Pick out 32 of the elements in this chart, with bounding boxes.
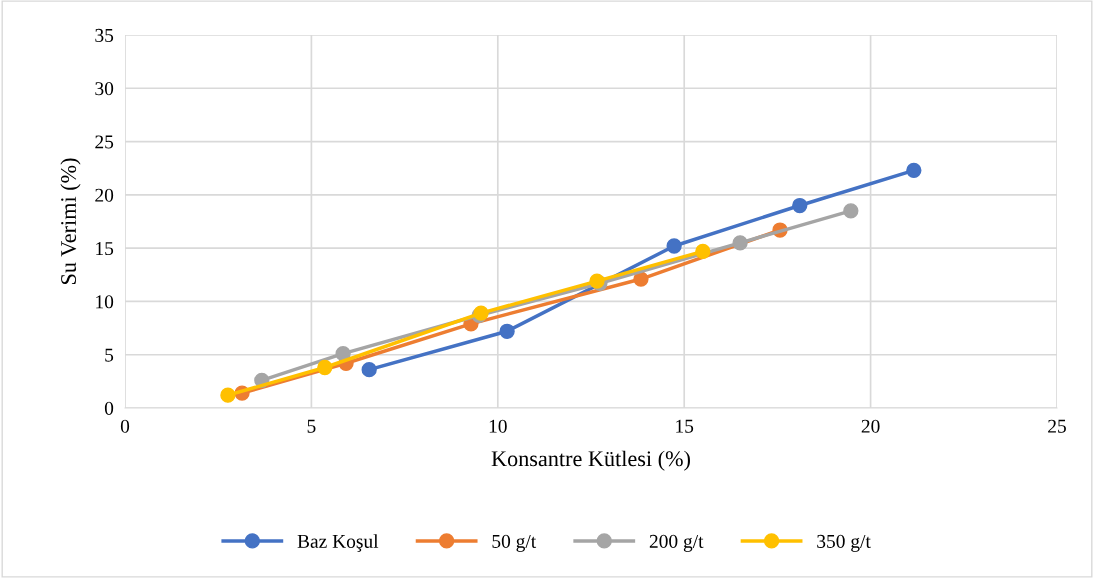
point	[792, 197, 808, 214]
point	[843, 203, 859, 219]
point	[335, 346, 351, 362]
y-tick-label: 25	[95, 135, 114, 149]
y-tick-label: 0	[104, 401, 114, 415]
point	[666, 238, 682, 254]
legend-label: 50 g/t	[492, 534, 537, 552]
legend-label: Baz Koşul	[297, 534, 379, 552]
x-tick-label: 25	[1048, 419, 1066, 433]
point	[317, 359, 333, 376]
point	[220, 387, 236, 403]
point	[633, 271, 649, 287]
legend-label: 200 g/t	[649, 534, 704, 552]
point	[499, 323, 515, 339]
y-tick-label: 30	[95, 82, 114, 96]
point	[695, 243, 711, 259]
x-tick-label: 20	[861, 419, 880, 433]
y-tick-label: 20	[95, 188, 114, 202]
x-tick-label: 0	[120, 419, 130, 433]
y-tick-label: 10	[96, 295, 114, 309]
x-tick-label: 5	[307, 419, 316, 433]
point	[732, 235, 748, 251]
x-tick-label: 15	[676, 419, 694, 433]
point	[361, 361, 377, 378]
y-tick-label: 35	[95, 28, 114, 42]
point	[906, 162, 922, 178]
y-tick-label: 5	[105, 348, 114, 362]
y-axis-title: Su Verimi (%)	[60, 158, 81, 284]
legend-label: 350 g/t	[817, 534, 871, 552]
y-tick-label: 15	[96, 242, 114, 256]
x-axis-title: Konsantre Kütlesi (%)	[491, 450, 690, 471]
x-tick-label: 10	[489, 419, 507, 433]
